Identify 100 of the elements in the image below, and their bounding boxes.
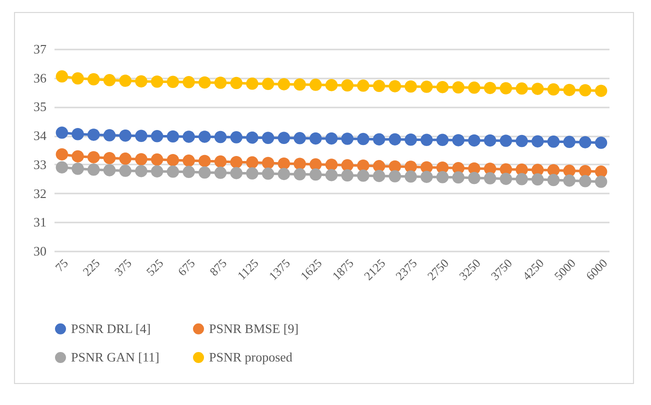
point [214, 76, 227, 89]
point [310, 158, 322, 171]
y-tick-label: 34 [34, 128, 47, 144]
point [166, 166, 180, 178]
point [372, 133, 386, 146]
point [579, 175, 592, 188]
point [452, 134, 464, 146]
point [436, 171, 449, 184]
point [230, 76, 242, 90]
point [230, 156, 242, 168]
point [294, 78, 306, 91]
point [56, 126, 68, 139]
point [278, 168, 290, 180]
point [436, 134, 449, 146]
point [166, 130, 180, 143]
point [310, 132, 322, 145]
point [72, 128, 84, 140]
point [341, 79, 354, 92]
point [547, 136, 560, 148]
point [325, 168, 338, 182]
point [372, 80, 386, 92]
point [594, 84, 608, 97]
point [135, 130, 148, 142]
point [119, 164, 132, 177]
point [278, 78, 290, 90]
point [357, 132, 370, 146]
point [182, 130, 195, 143]
x-tick-label: 675 [175, 256, 198, 279]
point [198, 166, 211, 179]
x-tick-label: 4250 [520, 256, 547, 283]
point [182, 154, 195, 167]
point [547, 83, 560, 96]
x-tick-label: 6000 [583, 256, 610, 283]
x-tick-label: 75 [52, 256, 71, 274]
point [325, 78, 338, 92]
y-tick-label: 30 [34, 244, 46, 258]
point [579, 164, 592, 178]
point [214, 130, 227, 144]
point [103, 152, 116, 164]
point [214, 155, 227, 168]
point [420, 134, 433, 146]
point [452, 81, 464, 94]
point [88, 128, 100, 141]
point [500, 82, 512, 94]
point [198, 154, 211, 168]
y-tick-label: 31 [34, 214, 46, 230]
point [594, 166, 608, 178]
point [357, 159, 370, 172]
point [500, 172, 512, 185]
point [341, 169, 354, 182]
point [452, 171, 464, 184]
point [135, 153, 148, 166]
point [119, 152, 132, 165]
point [88, 164, 100, 176]
point [294, 168, 306, 180]
point [516, 134, 528, 148]
point [262, 132, 274, 144]
point [198, 76, 211, 89]
point [182, 166, 195, 178]
point [262, 78, 274, 90]
point [262, 156, 274, 170]
point [404, 134, 417, 146]
point [310, 78, 322, 91]
point [72, 162, 84, 175]
point [278, 157, 290, 170]
point [198, 130, 211, 143]
y-tick-label: 36 [34, 70, 47, 86]
point [56, 148, 68, 160]
point [262, 168, 274, 180]
point [325, 158, 338, 171]
point [420, 170, 433, 183]
x-tick-label: 525 [143, 256, 166, 279]
point [484, 82, 496, 94]
point [72, 72, 84, 85]
y-tick-label: 35 [34, 99, 46, 114]
point [103, 129, 116, 142]
point [404, 170, 417, 183]
point [484, 134, 496, 147]
point [135, 164, 148, 178]
point [278, 132, 290, 144]
point [468, 82, 480, 94]
point [294, 158, 306, 170]
point [88, 151, 100, 164]
point [119, 74, 132, 87]
point [516, 82, 528, 95]
x-tick-label: 375 [112, 256, 134, 279]
legend-label: PSNR DRL [4] [71, 320, 151, 336]
point [357, 80, 370, 92]
point [72, 150, 84, 162]
point [579, 84, 592, 96]
point [166, 76, 180, 88]
point [230, 131, 242, 144]
point [294, 132, 306, 144]
point [420, 80, 433, 93]
point [404, 80, 417, 93]
y-tick-label: 37 [34, 42, 47, 56]
point [388, 80, 402, 92]
point [310, 168, 322, 181]
point [468, 134, 480, 147]
point [563, 84, 576, 96]
